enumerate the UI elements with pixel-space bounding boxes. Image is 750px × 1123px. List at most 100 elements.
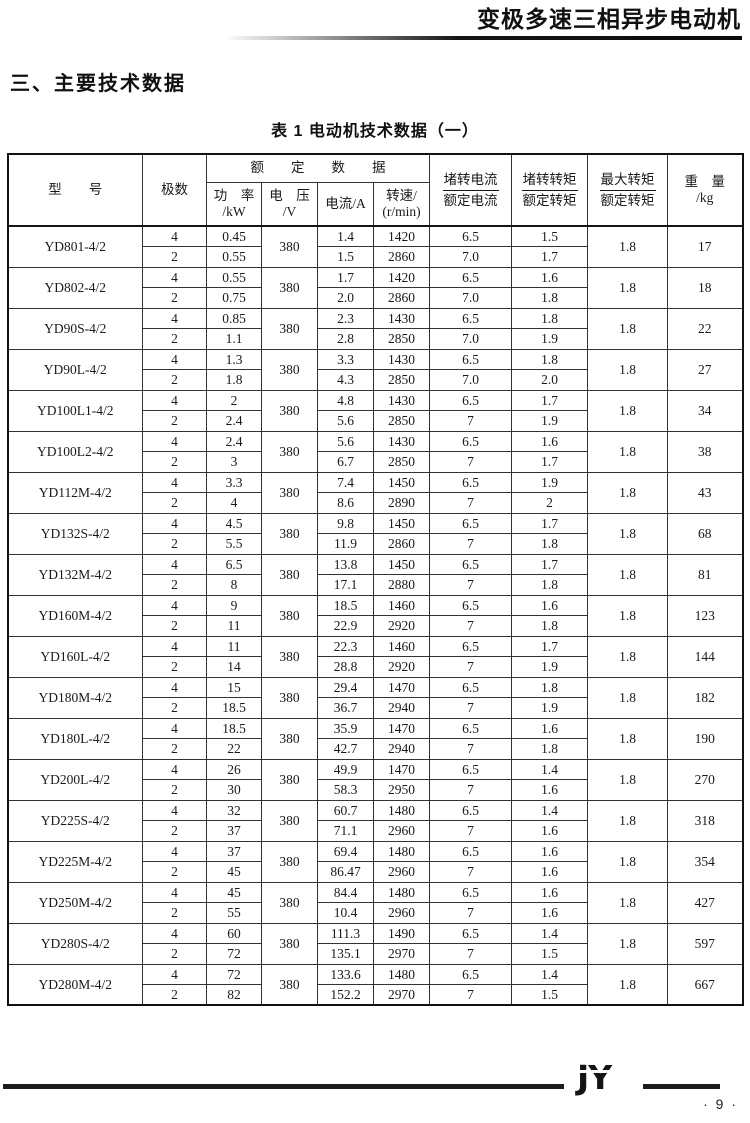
weight-cell: 81 xyxy=(667,553,743,596)
locked-rotor-torque-cell: 1.9 xyxy=(511,697,588,719)
weight-cell: 182 xyxy=(667,676,743,719)
max-torque-cell: 1.8 xyxy=(587,512,668,555)
poles-cell: 4 xyxy=(142,225,207,247)
table-row: YD225S-4/2 4 32 380 60.7 1480 6.5 1.4 1.8 318 xyxy=(7,799,743,842)
speed-cell: 1490 xyxy=(373,922,430,944)
section-title: 三、主要技术数据 xyxy=(10,73,186,95)
model-cell: YD180L-4/2 xyxy=(7,717,143,760)
poles-cell: 2 xyxy=(142,328,207,350)
voltage-cell: 380 xyxy=(261,840,318,883)
table-row: YD132S-4/2 4 4.5 380 9.8 1450 6.5 1.7 1.8 68 xyxy=(7,512,743,555)
current-cell: 84.4 xyxy=(317,881,374,903)
speed-cell: 1430 xyxy=(373,348,430,370)
current-cell: 2.0 xyxy=(317,287,374,309)
current-cell: 1.4 xyxy=(317,225,374,247)
current-cell: 35.9 xyxy=(317,717,374,739)
locked-rotor-current-cell: 6.5 xyxy=(429,430,512,452)
speed-cell: 1450 xyxy=(373,553,430,575)
voltage-cell: 380 xyxy=(261,512,318,555)
locked-rotor-torque-cell: 1.5 xyxy=(511,984,588,1006)
locked-rotor-current-cell: 6.5 xyxy=(429,389,512,411)
table-row: YD90S-4/2 4 0.85 380 2.3 1430 6.5 1.8 1.8 22 xyxy=(7,307,743,350)
speed-cell: 2860 xyxy=(373,533,430,555)
speed-cell: 2850 xyxy=(373,328,430,350)
current-cell: 29.4 xyxy=(317,676,374,698)
poles-cell: 4 xyxy=(142,881,207,903)
power-cell: 60 xyxy=(206,922,262,944)
speed-cell: 1430 xyxy=(373,307,430,329)
power-cell: 8 xyxy=(206,574,262,596)
locked-rotor-torque-cell: 1.6 xyxy=(511,881,588,903)
speed-cell: 2970 xyxy=(373,984,430,1006)
voltage-cell: 380 xyxy=(261,389,318,432)
weight-cell: 667 xyxy=(667,963,743,1006)
poles-cell: 2 xyxy=(142,861,207,883)
table-row: YD225M-4/2 4 37 380 69.4 1480 6.5 1.6 1.8 354 xyxy=(7,840,743,883)
locked-rotor-torque-cell: 1.6 xyxy=(511,861,588,883)
current-cell: 71.1 xyxy=(317,820,374,842)
poles-cell: 2 xyxy=(142,738,207,760)
locked-rotor-torque-cell: 1.9 xyxy=(511,410,588,432)
power-cell: 0.55 xyxy=(206,246,262,268)
table-row: YD112M-4/2 4 3.3 380 7.4 1450 6.5 1.9 1.8 43 xyxy=(7,471,743,514)
table-row: YD280S-4/2 4 60 380 111.3 1490 6.5 1.4 1.8 597 xyxy=(7,922,743,965)
locked-rotor-current-cell: 7 xyxy=(429,410,512,432)
model-cell: YD100L2-4/2 xyxy=(7,430,143,473)
poles-cell: 4 xyxy=(142,963,207,985)
power-cell: 1.8 xyxy=(206,369,262,391)
speed-cell: 1470 xyxy=(373,717,430,739)
weight-cell: 18 xyxy=(667,266,743,309)
poles-cell: 4 xyxy=(142,717,207,739)
power-cell: 0.75 xyxy=(206,287,262,309)
locked-rotor-torque-cell: 1.7 xyxy=(511,451,588,473)
col-header-model: 型 号 xyxy=(7,153,143,227)
power-cell: 2.4 xyxy=(206,410,262,432)
col-header-power: 功 率 /kW xyxy=(206,181,262,227)
max-torque-cell: 1.8 xyxy=(587,553,668,596)
table-row: 2 1.8 4.3 2850 7.0 2.0 xyxy=(8,369,743,391)
col-header-weight: 重 量 /kg xyxy=(667,153,743,227)
locked-rotor-torque-cell: 1.7 xyxy=(511,553,588,575)
current-cell: 135.1 xyxy=(317,943,374,965)
current-cell: 2.3 xyxy=(317,307,374,329)
table-title: 表 1 电动机技术数据（一） xyxy=(271,123,479,140)
model-cell: YD100L1-4/2 xyxy=(7,389,143,432)
ratio-label: 最大转矩 额定转矩 xyxy=(599,171,656,208)
poles-cell: 4 xyxy=(142,512,207,534)
speed-cell: 1450 xyxy=(373,471,430,493)
locked-rotor-torque-cell: 1.6 xyxy=(511,820,588,842)
poles-cell: 4 xyxy=(142,758,207,780)
current-cell: 8.6 xyxy=(317,492,374,514)
locked-rotor-torque-cell: 1.9 xyxy=(511,471,588,493)
weight-cell: 34 xyxy=(667,389,743,432)
weight-cell: 17 xyxy=(667,225,743,268)
table-row: YD802-4/2 4 0.55 380 1.7 1420 6.5 1.6 1.8 18 xyxy=(7,266,743,309)
footer-rule-right xyxy=(643,1084,720,1089)
brand-logo: JY xyxy=(574,1058,614,1097)
model-cell: YD225M-4/2 xyxy=(7,840,143,883)
power-cell: 26 xyxy=(206,758,262,780)
power-cell: 72 xyxy=(206,943,262,965)
locked-rotor-torque-cell: 1.8 xyxy=(511,676,588,698)
header-row-2: 功 率 /kW 电 压 /V 电流/A 转速/ (r/min) xyxy=(8,181,743,227)
speed-cell: 1460 xyxy=(373,635,430,657)
poles-cell: 4 xyxy=(142,799,207,821)
speed-cell: 1480 xyxy=(373,963,430,985)
col-header-max-torque: 最大转矩 额定转矩 xyxy=(587,153,668,227)
speed-cell: 2860 xyxy=(373,246,430,268)
locked-rotor-torque-cell: 1.5 xyxy=(511,225,588,247)
voltage-cell: 380 xyxy=(261,553,318,596)
power-cell: 0.45 xyxy=(206,225,262,247)
locked-rotor-current-cell: 6.5 xyxy=(429,676,512,698)
power-cell: 82 xyxy=(206,984,262,1006)
ratio-label: 堵转电流 额定电流 xyxy=(442,171,499,208)
locked-rotor-current-cell: 7 xyxy=(429,656,512,678)
current-cell: 5.6 xyxy=(317,430,374,452)
table-row: 2 1.1 2.8 2850 7.0 1.9 xyxy=(8,328,743,350)
model-cell: YD90S-4/2 xyxy=(7,307,143,350)
current-cell: 4.8 xyxy=(317,389,374,411)
locked-rotor-current-cell: 7 xyxy=(429,902,512,924)
col-header-locked-rotor-current: 堵转电流 额定电流 xyxy=(429,153,512,227)
model-cell: YD90L-4/2 xyxy=(7,348,143,391)
current-cell: 18.5 xyxy=(317,594,374,616)
